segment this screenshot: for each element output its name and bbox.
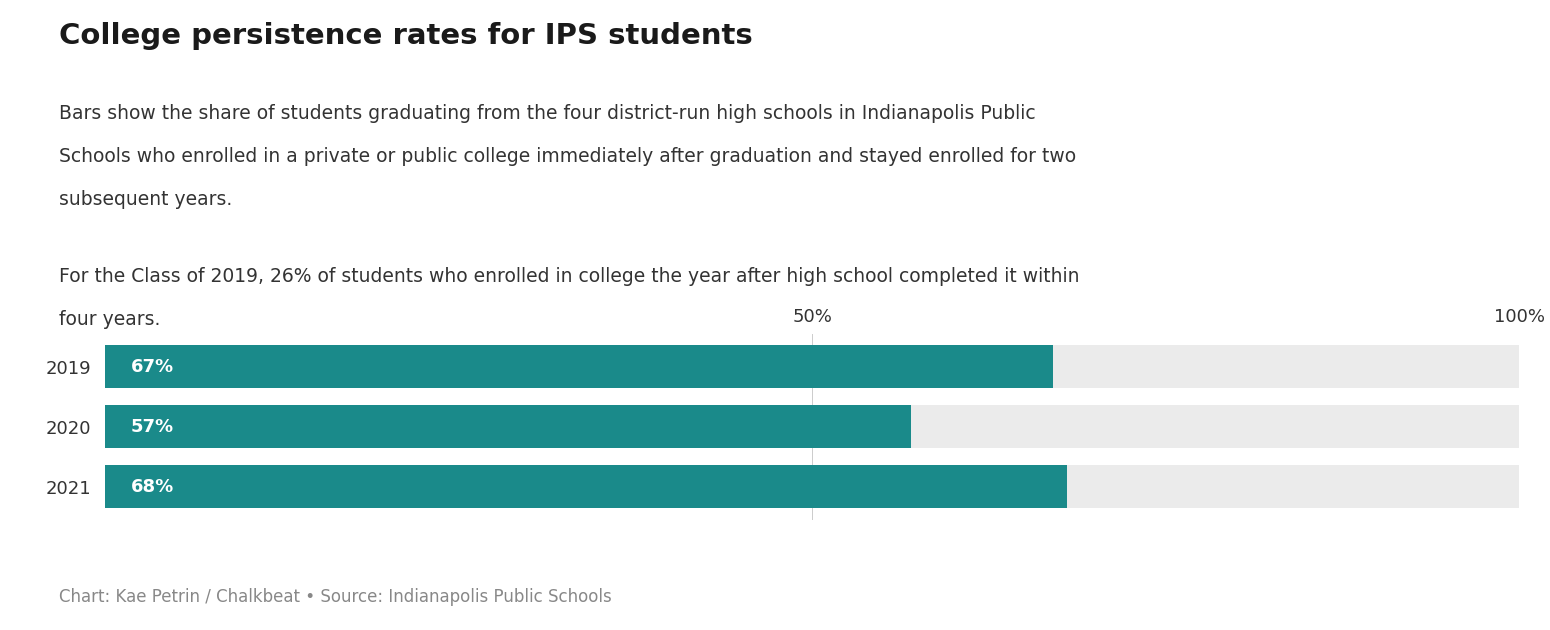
Text: Schools who enrolled in a private or public college immediately after graduation: Schools who enrolled in a private or pub… bbox=[59, 147, 1076, 166]
Bar bbox=[105, 345, 1519, 389]
Bar bbox=[105, 405, 911, 449]
Text: For the Class of 2019, 26% of students who enrolled in college the year after hi: For the Class of 2019, 26% of students w… bbox=[59, 267, 1079, 286]
Text: subsequent years.: subsequent years. bbox=[59, 190, 232, 209]
Text: 68%: 68% bbox=[130, 478, 174, 496]
Text: Bars show the share of students graduating from the four district-run high schoo: Bars show the share of students graduati… bbox=[59, 104, 1035, 123]
Bar bbox=[105, 405, 1519, 449]
Bar bbox=[105, 465, 1519, 508]
Bar bbox=[105, 465, 1066, 508]
Bar bbox=[105, 345, 1052, 389]
Text: College persistence rates for IPS students: College persistence rates for IPS studen… bbox=[59, 22, 753, 50]
Text: Chart: Kae Petrin / Chalkbeat • Source: Indianapolis Public Schools: Chart: Kae Petrin / Chalkbeat • Source: … bbox=[59, 588, 612, 606]
Text: 57%: 57% bbox=[130, 418, 174, 436]
Text: 67%: 67% bbox=[130, 358, 174, 376]
Text: four years.: four years. bbox=[59, 310, 160, 329]
